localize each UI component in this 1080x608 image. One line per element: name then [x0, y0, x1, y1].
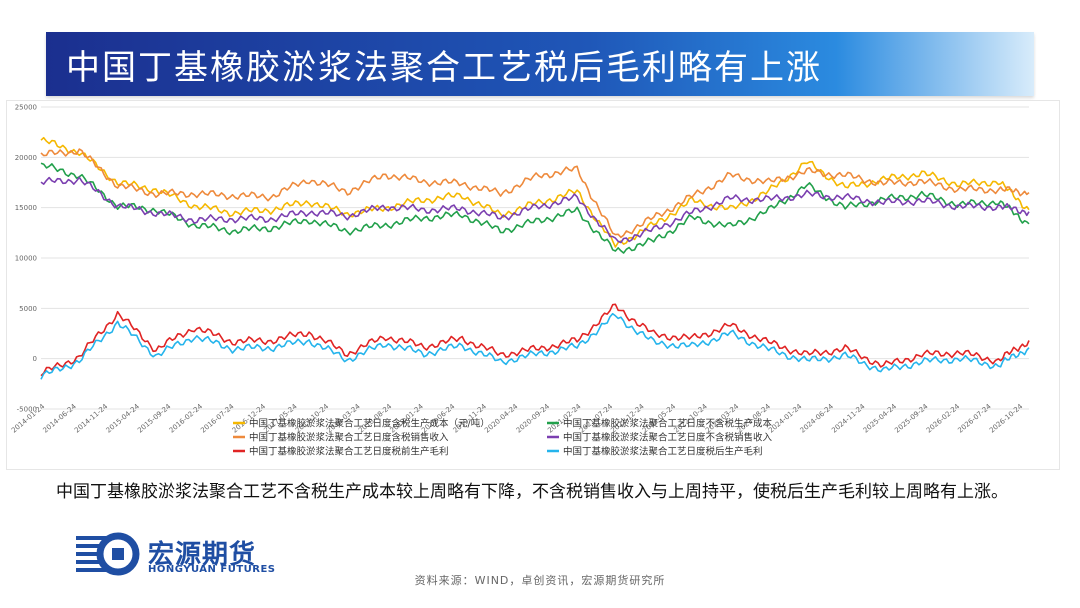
- x-tick-label: 2025-09-24: [893, 402, 930, 435]
- title-banner: 中国丁基橡胶淤浆法聚合工艺税后毛利略有上涨: [46, 32, 1034, 96]
- y-tick-label: 5000: [19, 305, 37, 313]
- company-logo: 宏源期货 HONGYUAN FUTURES: [76, 530, 316, 580]
- x-tick-label: 2014-06-24: [42, 402, 79, 435]
- x-tick-label: 2026-10-24: [988, 402, 1025, 435]
- y-tick-label: 25000: [15, 104, 37, 112]
- series-line: [40, 148, 1030, 239]
- caption-text: 中国丁基橡胶淤浆法聚合工艺不含税生产成本较上周略有下降，不含税销售收入与上周持平…: [56, 482, 1008, 502]
- x-tick-label: 2020-09-24: [515, 402, 552, 435]
- x-tick-label: 2025-04-24: [862, 402, 899, 435]
- legend-label: 中国丁基橡胶淤浆法聚合工艺日度税后生产毛利: [563, 446, 763, 458]
- x-tick-label: 2024-11-24: [830, 402, 867, 435]
- series-line: [40, 176, 1030, 244]
- logo-english-name: HONGYUAN FUTURES: [148, 564, 276, 575]
- series-line: [40, 312, 1030, 380]
- y-tick-label: 10000: [15, 255, 37, 263]
- logo-mark-icon: [76, 532, 140, 576]
- x-tick-label: 2024-06-24: [799, 402, 836, 435]
- x-tick-label: 2016-07-24: [199, 402, 236, 435]
- x-tick-label: 2016-02-24: [168, 402, 205, 435]
- logo-chinese-name: 宏源期货: [148, 540, 257, 570]
- y-tick-label: 0: [33, 355, 37, 363]
- series-line: [40, 303, 1030, 377]
- legend-label: 中国丁基橡胶淤浆法聚合工艺日度税前生产毛利: [249, 446, 449, 458]
- legend-label: 中国丁基橡胶淤浆法聚合工艺日度不含税销售收入: [563, 432, 773, 444]
- legend-label: 中国丁基橡胶淤浆法聚合工艺日度含税销售收入: [249, 432, 449, 444]
- x-tick-label: 2026-07-24: [956, 402, 993, 435]
- x-tick-label: 2014-11-24: [73, 402, 110, 435]
- x-tick-label: 2015-09-24: [136, 402, 173, 435]
- legend-label: 中国丁基橡胶淤浆法聚合工艺日度不含税生产成本: [563, 418, 773, 430]
- chart-area: 25000 20000 15000 10000 5000 0 -5000 2014-01-24…: [6, 100, 1060, 470]
- x-tick-label: 2026-02-24: [925, 402, 962, 435]
- page-title: 中国丁基橡胶淤浆法聚合工艺税后毛利略有上涨: [66, 48, 822, 88]
- legend-label: 中国丁基橡胶淤浆法聚合工艺日度含税生产成本（元/吨）: [249, 418, 490, 430]
- x-tick-label: 2024-01-24: [767, 402, 804, 435]
- y-tick-label: -5000: [17, 406, 37, 414]
- x-tick-label: 2015-04-24: [105, 402, 142, 435]
- y-tick-label: 15000: [15, 204, 37, 212]
- line-chart: 2500020000150001000050000-50002014-01-24…: [10, 104, 1030, 458]
- y-tick-label: 20000: [15, 154, 37, 162]
- series-line: [40, 136, 1030, 248]
- source-note: 资料来源：WIND，卓创资讯，宏源期货研究所: [414, 574, 666, 587]
